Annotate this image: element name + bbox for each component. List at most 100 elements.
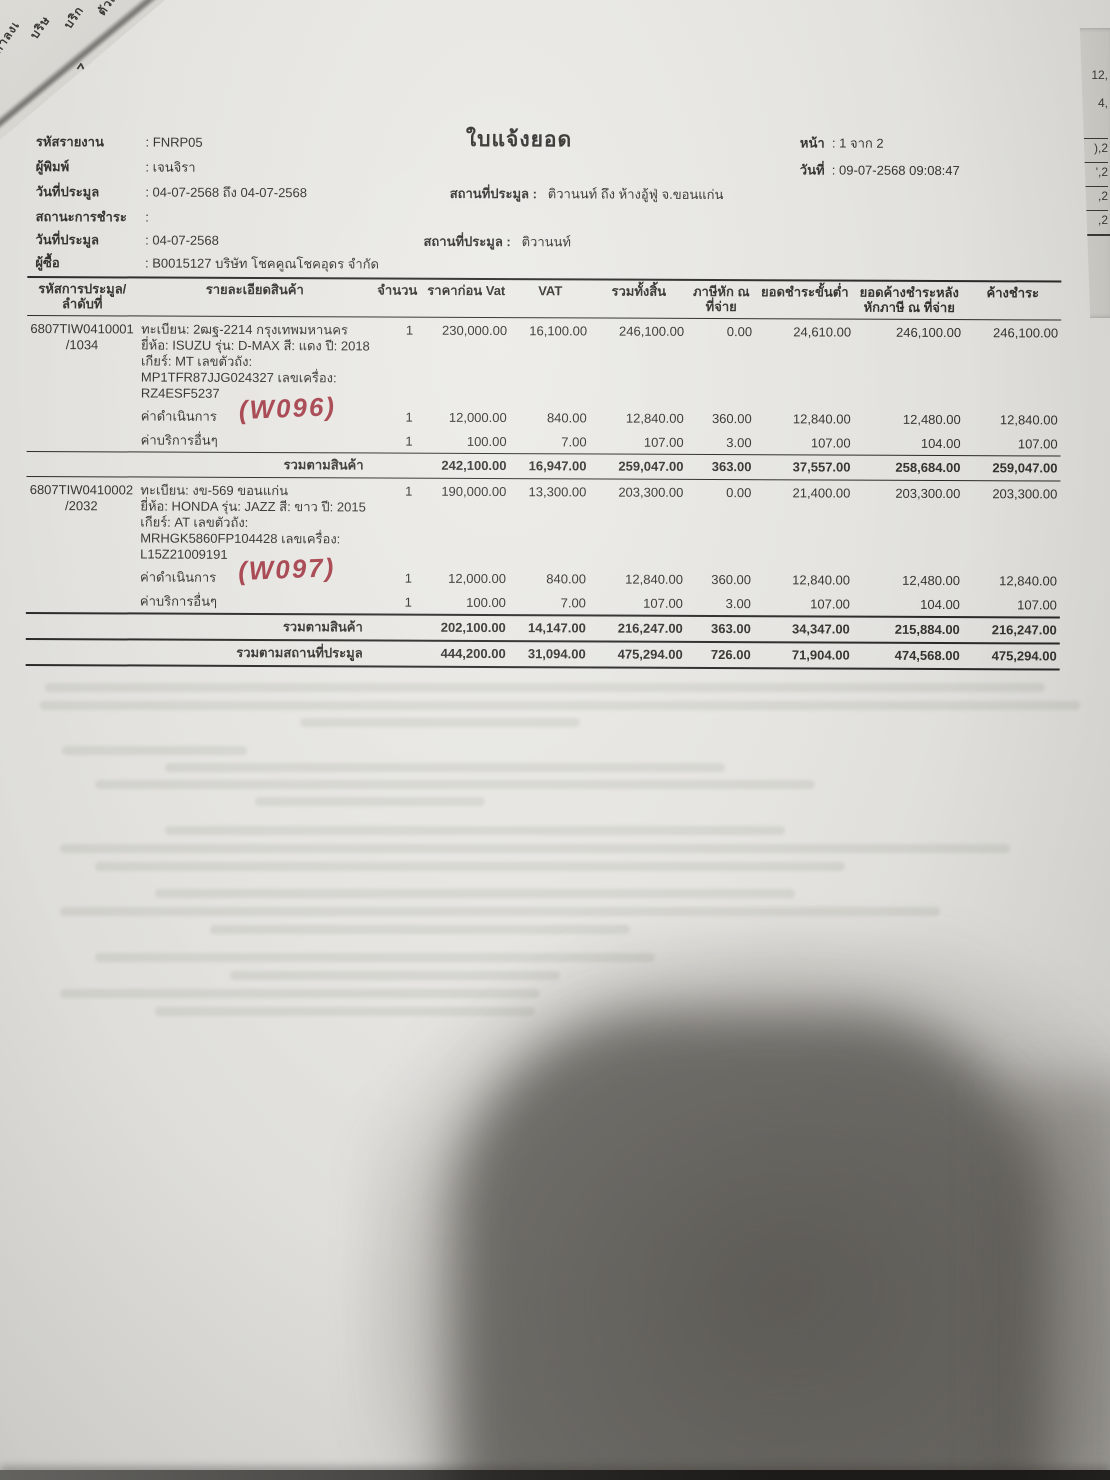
column-header: รายละเอียดสินค้า [205,281,304,298]
amount-cell-vat: 14,147.00 [527,620,586,636]
amount-cell-outstanding: 475,294.00 [991,648,1057,664]
amount-cell-outstanding: 107.00 [1017,436,1058,452]
auction-table-body: 6807TIW0410001 /1034 ทะเบียน: 2ฒฐ-2214 กร… [25,316,1062,669]
quantity-cell: 1 [404,570,413,586]
header-field-payment-status: สถานะการชำระ : [36,209,149,225]
column-header: ภาษีหัก ณ ที่จ่าย [692,283,750,315]
field-value: : FNRP05 [145,134,203,150]
amount-cell-wht: 0.00 [726,485,752,501]
statement-document: รหัสรายงาน : FNRP05 ผู้พิมพ์ : เจนจิรา ว… [25,128,1062,671]
amount-cell-outstanding: 216,247.00 [991,622,1057,638]
amount-cell-total: 259,047.00 [618,458,684,474]
auction-statement-table: รหัสการประมูล/ ลำดับที่ รายละเอียดสินค้า… [25,275,1062,671]
amount-cell-pre_vat: 444,200.00 [440,645,506,662]
header-field-printed-by: ผู้พิมพ์ : เจนจิรา [36,159,196,176]
handwritten-annotation: (W097) [237,552,336,587]
fee-label-cell: ค่าดำเนินการ (W096) [140,391,337,426]
field-value: : 1 จาก 2 [831,135,884,151]
column-header: รวมทั้งสิ้น [611,283,667,299]
column-header: ยอดชำระขั้นต่ำ [761,284,849,300]
amount-cell-after_wht: 258,684.00 [895,459,961,476]
underlay-text-fragment: ตัวเ [94,0,119,19]
field-value: ติวานนท์ [521,234,572,250]
amount-cell-min_pay: 107.00 [810,435,851,451]
amount-cell-total: 12,840.00 [625,571,684,587]
amount-cell-total: 203,300.00 [618,484,684,500]
amount-cell-vat: 7.00 [560,595,586,611]
quantity-cell: 1 [404,594,412,610]
field-label: สถานที่ประมูล : [423,233,511,250]
header-field-auction-date-range: วันที่ประมูล : 04-07-2568 ถึง 04-07-2568 [36,184,307,201]
amount-cell-min_pay: 24,610.00 [793,324,852,340]
amount-cell-pre_vat: 190,000.00 [441,483,507,500]
amount-cell-min_pay: 34,347.00 [791,621,850,637]
amount-cell-after_wht: 246,100.00 [896,324,962,341]
field-label: วันที่ประมูล [35,232,100,248]
field-value: : เจนจิรา [145,159,196,175]
table-surface-edge [0,1470,1110,1480]
fee-label-cell: ค่าบริการอื่นๆ [139,593,218,609]
printed-datetime: วันที่ : 09-07-2568 09:08:47 [800,162,960,179]
underlay-text-fragment: บริษ [27,12,53,42]
amount-cell-wht: 726.00 [710,646,751,663]
underlay-text-fragment: ค่าลงเ [0,18,23,57]
amount-cell-outstanding: 203,300.00 [992,486,1058,502]
quantity-cell [371,616,421,640]
quantity-cell: 1 [405,322,414,338]
amount-cell-min_pay: 71,904.00 [791,647,850,663]
camera-shadow [452,1012,1048,1480]
amount-cell-pre_vat: 100.00 [466,433,507,450]
amount-cell-vat: 16,100.00 [529,323,588,339]
grand-total-label: รวมตามสถานที่ประมูล [236,644,363,661]
amount-cell-wht: 3.00 [726,435,752,451]
column-header: ค้างชำระ [986,285,1040,301]
field-value: : 09-07-2568 09:08:47 [831,162,960,179]
amount-cell-vat: 31,094.00 [527,646,586,662]
amount-cell-total: 107.00 [643,434,684,450]
amount-cell-outstanding: 259,047.00 [992,460,1058,476]
field-value: : B0015127 บริษัท โชคคูณโชคอุดร จำกัด [145,255,380,272]
amount-cell-total: 107.00 [643,595,683,611]
amount-cell-outstanding: 12,840.00 [999,412,1058,428]
amount-cell-total: 216,247.00 [617,620,683,636]
amount-cell-vat: 840.00 [546,571,587,587]
camera-shadow-penumbra [360,930,1110,1480]
column-header: ราคาก่อน Vat [427,282,506,299]
amount-cell-after_wht: 203,300.00 [895,485,961,502]
underlay-number-fragment: ,2 [1084,210,1108,227]
column-header: รหัสการประมูล/ ลำดับที่ [38,281,127,312]
auction-id-cell: 6807TIW0410002 /2032 [29,482,134,514]
auction-id-cell [27,427,137,451]
statement-header: รหัสรายงาน : FNRP05 ผู้พิมพ์ : เจนจิรา ว… [27,128,1062,281]
auction-id-cell [27,403,137,427]
amount-cell-after_wht: 12,480.00 [902,572,961,589]
header-field-auction-date: วันที่ประมูล : 04-07-2568 [35,232,218,249]
auction-id-cell [26,588,136,612]
amount-cell-pre_vat: 230,000.00 [442,322,508,339]
shadow-right-edge [1005,1080,1110,1480]
field-label: ผู้ซื้อ [35,255,60,271]
underlay-number-fragment: 4, [1097,96,1108,110]
amount-cell-min_pay: 21,400.00 [792,485,851,501]
amount-cell-outstanding: 246,100.00 [993,325,1059,341]
fee-label-cell: ค่าดำเนินการ (W097) [140,552,336,587]
amount-cell-vat: 13,300.00 [528,484,587,500]
field-value: : 04-07-2568 ถึง 04-07-2568 [145,184,308,201]
amount-cell-total: 246,100.00 [619,323,685,339]
amount-cell-pre_vat: 12,000.00 [448,570,507,587]
amount-cell-pre_vat: 202,100.00 [440,619,506,636]
amount-cell-wht: 3.00 [725,596,751,612]
quantity-cell: 1 [405,433,413,449]
grand-total-row: รวมตามสถานที่ประมูล 444,200.00 31,094.00 47… [26,640,1060,669]
product-detail-cell: ทะเบียน: งข-569 ขอนแก่น ยี่ห้อ: HONDA รุ… [140,482,366,562]
column-header: VAT [538,283,563,299]
amount-cell-wht: 360.00 [711,571,752,588]
quantity-cell [371,642,421,666]
amount-cell-vat: 16,947.00 [528,458,587,474]
amount-cell-pre_vat: 100.00 [466,594,506,611]
amount-cell-wht: 360.00 [711,410,752,427]
handwritten-annotation: (W096) [238,391,337,426]
group-total-label: รวมตามสินค้า [282,619,363,635]
auction-item-row: 6807TIW0410002 /2032 ทะเบียน: งข-569 ขอนแ… [26,477,1060,569]
underlying-sheet-top-left: ค่าลงเ บริษ บริก ตัวเ 7. [0,0,165,140]
